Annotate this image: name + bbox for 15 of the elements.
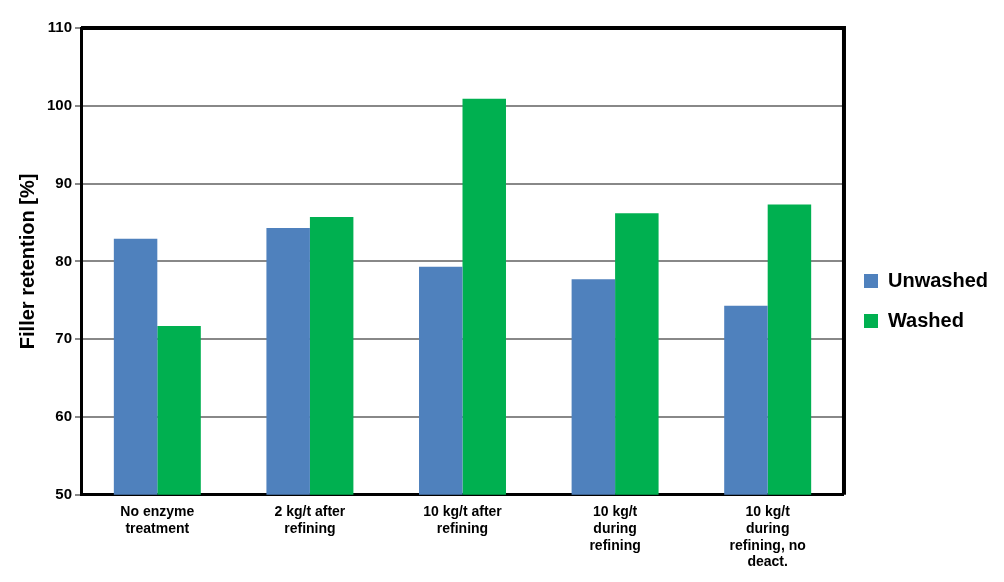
y-tick-label: 90	[55, 173, 73, 191]
y-axis-title: Filler retention [%]	[15, 173, 38, 350]
y-tick-label: 70	[55, 329, 73, 347]
y-tick-label: 50	[55, 484, 73, 502]
x-tick-label: No enzyme treatment	[120, 503, 195, 536]
legend-label: Washed	[887, 308, 964, 331]
x-tick-label: 10 kg/t during refining, no deact.	[729, 503, 806, 570]
y-tick-label: 60	[55, 407, 73, 425]
y-tick-label: 80	[55, 251, 73, 269]
x-tick-label: 10 kg/t during refining	[589, 503, 641, 553]
y-tick-label: 110	[47, 18, 73, 36]
x-tick-label: 2 kg/t after refining	[274, 503, 346, 536]
y-tick-label: 100	[47, 95, 73, 113]
x-tick-label: 10 kg/t after refining	[423, 503, 503, 536]
legend-label: Unwashed	[887, 268, 989, 291]
